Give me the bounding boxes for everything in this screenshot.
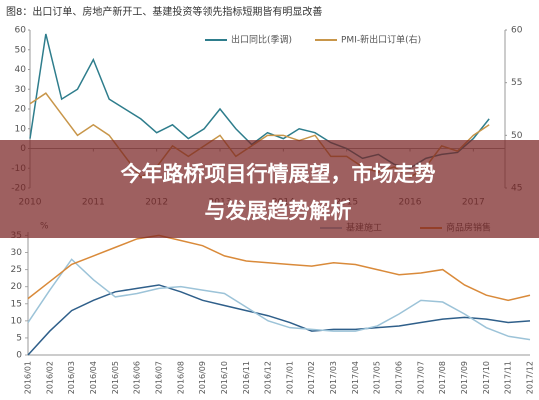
legend-label: 出口同比(季调) [231,34,292,46]
x-tick-label: 2017/07 [416,361,425,394]
x-tick-label: 2017/08 [438,361,447,394]
x-tick-label: 2016/08 [176,361,185,394]
x-tick-label: 2017/03 [329,361,338,394]
x-tick-label: 2016/01 [24,361,33,394]
y-tick-label: 15 [11,299,22,309]
x-tick-label: 2016/11 [242,361,251,394]
y-tick-label: 60 [15,26,27,36]
x-tick-label: 2017/10 [482,361,491,394]
y-tick-label: 20 [15,105,27,115]
y-tick-label: 30 [15,85,27,95]
y-tick-label: 10 [15,124,27,134]
x-tick-label: 2016/10 [220,361,229,394]
x-tick-label: 2016/06 [133,361,142,394]
banner-band [0,140,539,238]
x-tick-label: 2016/05 [111,361,120,394]
x-tick-label: 2016/04 [89,361,98,394]
y-tick-label: 0 [16,351,22,361]
x-tick-label: 2017/09 [460,361,469,394]
x-tick-label: 2016/12 [264,361,273,394]
x-tick-label: 2017/12 [526,361,535,394]
y-tick-label: 20 [11,282,23,292]
y2-tick-label: 60 [511,26,523,36]
x-tick-label: 2017/05 [373,361,382,394]
x-tick-label: 2016/02 [45,361,54,394]
x-tick-label: 2017/04 [351,361,360,394]
chart-title: 图8：出口订单、房地产新开工、基建投资等领先指标短期皆有明显改善 [6,5,322,18]
x-tick-label: 2016/07 [154,361,163,394]
y2-tick-label: 55 [511,78,522,88]
y-tick-label: 40 [15,65,27,75]
x-tick-label: 2017/02 [307,361,316,394]
x-tick-label: 2017/11 [504,361,513,394]
y-tick-label: 10 [11,316,23,326]
banner-line: 与发展趋势解析 [205,199,352,223]
y-tick-label: 25 [11,265,22,275]
y-tick-label: 50 [15,45,27,55]
banner-line: 今年路桥项目行情展望，市场走势 [121,162,436,186]
y2-tick-label: 50 [511,131,523,141]
x-tick-label: 2016/09 [198,361,207,394]
x-tick-label: 2017/01 [285,361,294,394]
series-line [27,234,531,302]
y-tick-label: 5 [16,333,22,343]
x-tick-label: 2016/03 [67,361,76,394]
legend-label: PMI-新出口订单(右) [341,34,421,46]
x-tick-label: 2017/06 [395,361,404,394]
y-tick-label: 30 [11,248,23,258]
series-line [27,258,531,341]
